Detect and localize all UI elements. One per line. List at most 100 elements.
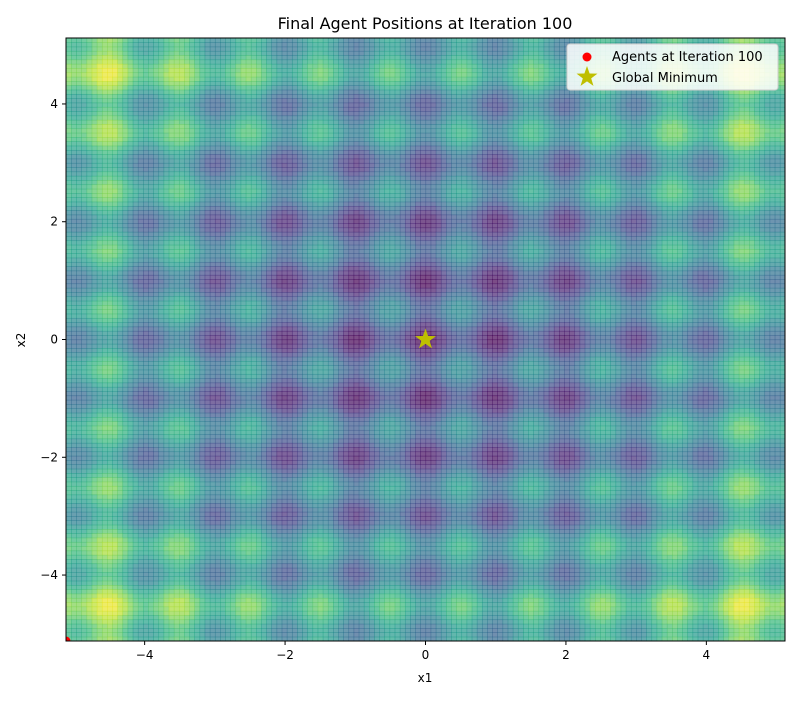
contour-cell bbox=[410, 115, 416, 121]
contour-cell bbox=[158, 188, 165, 194]
contour-cell bbox=[738, 141, 745, 147]
contour-cell bbox=[476, 98, 483, 104]
contour-cell bbox=[774, 145, 781, 151]
contour-cell bbox=[71, 132, 77, 138]
contour-cell bbox=[379, 124, 386, 130]
contour-cell bbox=[497, 141, 504, 147]
contour-cell bbox=[143, 124, 149, 130]
contour-cell bbox=[651, 89, 658, 95]
contour-cell bbox=[112, 106, 118, 112]
contour-cell bbox=[132, 76, 139, 82]
contour-cell bbox=[168, 145, 175, 151]
contour-cell bbox=[507, 124, 514, 130]
contour-cell bbox=[410, 162, 416, 168]
contour-cell bbox=[764, 171, 771, 177]
contour-cell bbox=[446, 50, 452, 56]
contour-cell bbox=[410, 93, 416, 99]
contour-cell bbox=[363, 63, 370, 69]
contour-cell bbox=[507, 106, 514, 112]
contour-cell bbox=[672, 184, 678, 190]
contour-cell bbox=[271, 93, 278, 99]
contour-cell bbox=[661, 102, 668, 108]
contour-cell bbox=[399, 132, 406, 138]
contour-cell bbox=[507, 81, 514, 86]
contour-cell bbox=[230, 128, 237, 134]
contour-cell bbox=[553, 81, 560, 86]
contour-cell bbox=[492, 72, 498, 78]
contour-cell bbox=[702, 93, 709, 99]
contour-cell bbox=[697, 132, 704, 138]
contour-cell bbox=[96, 180, 103, 186]
contour-cell bbox=[451, 119, 457, 125]
contour-cell bbox=[553, 38, 560, 43]
contour-cell bbox=[379, 128, 386, 134]
contour-cell bbox=[456, 38, 463, 43]
contour-cell bbox=[209, 111, 216, 117]
contour-cell bbox=[178, 158, 185, 164]
contour-cell bbox=[353, 102, 360, 108]
contour-cell bbox=[379, 184, 386, 190]
contour-cell bbox=[112, 98, 118, 104]
contour-cell bbox=[517, 167, 524, 173]
contour-cell bbox=[641, 89, 647, 95]
contour-cell bbox=[625, 124, 632, 130]
contour-cell bbox=[420, 141, 427, 147]
contour-cell bbox=[440, 167, 447, 173]
contour-cell bbox=[702, 119, 709, 125]
contour-cell bbox=[754, 124, 760, 130]
contour-cell bbox=[353, 141, 360, 147]
contour-cell bbox=[327, 98, 334, 104]
contour-cell bbox=[507, 38, 514, 43]
contour-cell bbox=[538, 175, 545, 181]
contour-cell bbox=[148, 85, 154, 91]
contour-cell bbox=[641, 128, 647, 134]
contour-cell bbox=[446, 171, 452, 177]
contour-cell bbox=[271, 162, 278, 168]
contour-cell bbox=[559, 59, 565, 65]
contour-cell bbox=[220, 76, 226, 82]
contour-cell bbox=[584, 162, 591, 168]
contour-cell bbox=[574, 132, 581, 138]
contour-cell bbox=[564, 128, 570, 134]
contour-cell bbox=[574, 145, 581, 151]
contour-cell bbox=[250, 158, 257, 164]
contour-cell bbox=[250, 115, 257, 121]
contour-cell bbox=[723, 145, 730, 151]
contour-cell bbox=[153, 59, 160, 65]
contour-cell bbox=[302, 55, 308, 61]
contour-cell bbox=[112, 132, 118, 138]
contour-cell bbox=[230, 68, 237, 74]
contour-cell bbox=[661, 171, 668, 177]
contour-cell bbox=[630, 180, 637, 186]
contour-cell bbox=[101, 98, 108, 104]
contour-cell bbox=[497, 38, 504, 43]
contour-cell bbox=[250, 132, 257, 138]
contour-cell bbox=[630, 115, 637, 121]
contour-cell bbox=[230, 119, 237, 125]
contour-cell bbox=[707, 93, 714, 99]
contour-cell bbox=[548, 55, 555, 61]
contour-cell bbox=[553, 68, 560, 74]
contour-cell bbox=[240, 46, 247, 52]
contour-cell bbox=[153, 180, 160, 186]
contour-cell bbox=[733, 171, 740, 177]
contour-cell bbox=[394, 59, 401, 65]
contour-cell bbox=[754, 137, 760, 142]
contour-cell bbox=[651, 102, 658, 108]
contour-cell bbox=[281, 124, 288, 130]
contour-cell bbox=[333, 154, 339, 160]
contour-cell bbox=[399, 188, 406, 194]
contour-cell bbox=[127, 188, 134, 194]
contour-cell bbox=[754, 149, 760, 155]
contour-cell bbox=[517, 141, 524, 147]
contour-cell bbox=[471, 68, 478, 74]
contour-cell bbox=[687, 128, 694, 134]
contour-cell bbox=[343, 128, 350, 134]
contour-cell bbox=[666, 175, 673, 181]
contour-cell bbox=[297, 46, 303, 52]
contour-cell bbox=[764, 184, 771, 190]
contour-cell bbox=[297, 89, 303, 95]
contour-cell bbox=[584, 111, 591, 117]
contour-cell bbox=[512, 128, 519, 134]
contour-cell bbox=[86, 81, 93, 86]
